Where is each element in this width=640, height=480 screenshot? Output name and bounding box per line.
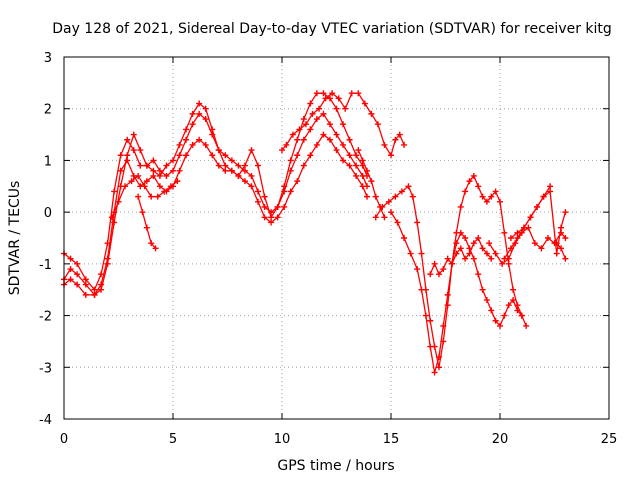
series-markers-track-4: [108, 172, 181, 221]
series-track-5: [137, 195, 157, 249]
axis-ticks: 0 5 10 15 20 25 -4 -3 -2 -1 0 1 2 3: [39, 51, 617, 447]
series-track-3: [63, 92, 368, 296]
x-axis-label: GPS time / hours: [277, 458, 394, 474]
chart-title: Day 128 of 2021, Sidereal Day-to-day VTE…: [52, 21, 612, 37]
y-tick-label: -1: [39, 258, 52, 273]
x-tick-label: 15: [383, 432, 400, 447]
y-tick-label: 2: [44, 103, 52, 118]
series-markers-track-14: [553, 240, 569, 262]
series-markers-track-6: [279, 90, 408, 159]
y-axis-label: SDTVAR / TECUs: [7, 181, 23, 296]
x-tick-label: 10: [274, 432, 291, 447]
y-tick-label: -3: [39, 361, 52, 376]
y-tick-label: -4: [39, 413, 52, 428]
series-markers-track-1: [61, 131, 371, 298]
series-track-13: [503, 185, 551, 260]
x-tick-label: 25: [601, 432, 618, 447]
y-tick-label: 0: [44, 206, 52, 221]
x-tick-label: 5: [169, 432, 177, 447]
y-tick-label: 3: [44, 51, 52, 66]
plot-frame: [63, 56, 610, 420]
series-track-1: [63, 133, 368, 296]
series-markers-track-8: [372, 172, 530, 371]
series-markers-track-10: [427, 235, 495, 278]
series-markers-track-5: [135, 193, 159, 252]
y-tick-label: 1: [44, 154, 52, 169]
y-tick-label: -2: [39, 310, 52, 325]
x-tick-label: 0: [60, 432, 68, 447]
series-markers-track-3: [61, 90, 371, 298]
series-track-10: [429, 237, 492, 275]
data-series: [61, 90, 569, 376]
x-tick-label: 20: [492, 432, 509, 447]
series-markers-track-13: [501, 183, 554, 262]
